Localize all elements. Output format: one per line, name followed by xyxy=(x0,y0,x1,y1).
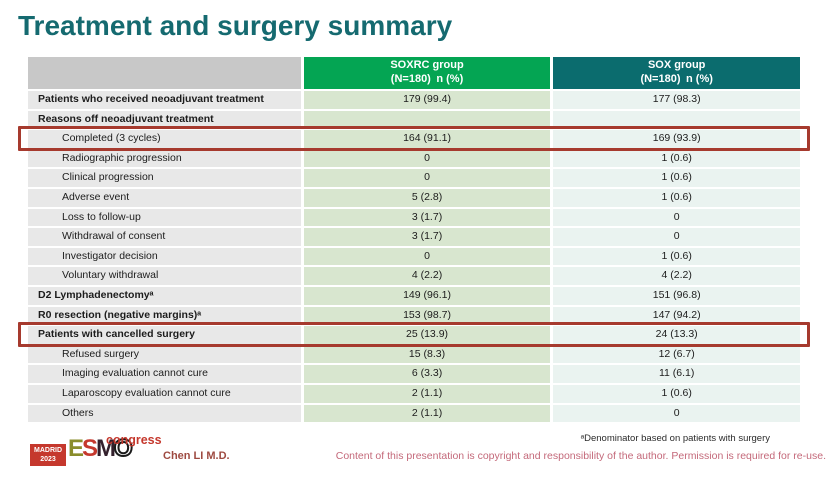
row-value-soxrc: 3 (1.7) xyxy=(303,208,551,227)
row-label: Others xyxy=(28,404,301,423)
row-value-soxrc: 153 (98.7) xyxy=(303,306,551,325)
row-value-sox: 151 (96.8) xyxy=(553,286,800,305)
row-value-soxrc xyxy=(303,110,551,129)
row-value-soxrc: 2 (1.1) xyxy=(303,384,551,403)
logo-year: 2023 xyxy=(40,455,56,463)
esmo-madrid-2023-badge: MADRID 2023 xyxy=(30,444,66,466)
row-label: Loss to follow-up xyxy=(28,208,301,227)
row-value-sox: 12 (6.7) xyxy=(553,345,800,364)
table-row: Voluntary withdrawal 4 (2.2) 4 (2.2) xyxy=(28,267,800,285)
row-label: Laparoscopy evaluation cannot cure xyxy=(28,384,301,403)
row-value-soxrc: 0 xyxy=(303,247,551,266)
esmo-wordmark: ESMO xyxy=(68,435,134,462)
row-value-sox: 0 xyxy=(553,208,800,227)
table-header-row: SOXRC group (N=180) n (%) SOX group (N=1… xyxy=(28,57,800,89)
table-row: Completed (3 cycles) 164 (91.1) 169 (93.… xyxy=(28,130,800,148)
row-value-soxrc: 164 (91.1) xyxy=(303,130,551,148)
table-row: Refused surgery 15 (8.3) 12 (6.7) xyxy=(28,345,800,364)
row-label: D2 Lymphadenectomyᵃ xyxy=(28,286,301,305)
row-value-sox xyxy=(553,110,800,129)
table-row: Loss to follow-up 3 (1.7) 0 xyxy=(28,208,800,227)
row-value-sox: 147 (94.2) xyxy=(553,306,800,325)
row-value-sox: 1 (0.6) xyxy=(553,384,800,403)
row-label: Voluntary withdrawal xyxy=(28,267,301,285)
row-value-soxrc: 5 (2.8) xyxy=(303,188,551,207)
row-value-sox: 1 (0.6) xyxy=(553,247,800,266)
row-value-soxrc: 15 (8.3) xyxy=(303,345,551,364)
row-value-sox: 24 (13.3) xyxy=(553,326,800,344)
row-label: R0 resection (negative margins)ᵃ xyxy=(28,306,301,325)
header-sox-name: SOX group xyxy=(647,59,706,72)
row-value-sox: 177 (98.3) xyxy=(553,91,800,109)
esmo-congress-label: congress xyxy=(106,433,162,447)
table-row: R0 resection (negative margins)ᵃ 153 (98… xyxy=(28,306,800,325)
table-row: Investigator decision 0 1 (0.6) xyxy=(28,247,800,266)
row-label: Clinical progression xyxy=(28,169,301,187)
row-label: Investigator decision xyxy=(28,247,301,266)
header-sox-sub: (N=180) n (%) xyxy=(640,73,713,85)
esmo-letter-e: E xyxy=(68,435,84,462)
table-row: Laparoscopy evaluation cannot cure 2 (1.… xyxy=(28,384,800,403)
table-row: Withdrawal of consent 3 (1.7) 0 xyxy=(28,228,800,246)
table-row: D2 Lymphadenectomyᵃ 149 (96.1) 151 (96.8… xyxy=(28,286,800,305)
row-value-soxrc: 0 xyxy=(303,149,551,168)
logo-city: MADRID xyxy=(34,447,62,454)
row-value-soxrc: 4 (2.2) xyxy=(303,267,551,285)
header-empty-cell xyxy=(28,57,301,89)
table-row: Adverse event 5 (2.8) 1 (0.6) xyxy=(28,188,800,207)
table-row: Patients with cancelled surgery 25 (13.9… xyxy=(28,326,800,344)
table-row: Reasons off neoadjuvant treatment xyxy=(28,110,800,129)
row-value-soxrc: 3 (1.7) xyxy=(303,228,551,246)
row-label: Patients with cancelled surgery xyxy=(28,326,301,344)
row-label: Withdrawal of consent xyxy=(28,228,301,246)
table-body: Patients who received neoadjuvant treatm… xyxy=(28,91,800,423)
row-value-soxrc: 2 (1.1) xyxy=(303,404,551,423)
table-row: Patients who received neoadjuvant treatm… xyxy=(28,91,800,109)
row-value-soxrc: 6 (3.3) xyxy=(303,365,551,383)
row-value-sox: 1 (0.6) xyxy=(553,149,800,168)
row-label: Imaging evaluation cannot cure xyxy=(28,365,301,383)
row-value-sox: 1 (0.6) xyxy=(553,169,800,187)
table-row: Others 2 (1.1) 0 xyxy=(28,404,800,423)
row-value-sox: 0 xyxy=(553,404,800,423)
table-footnote: ᵃDenominator based on patients with surg… xyxy=(580,433,770,444)
row-value-sox: 4 (2.2) xyxy=(553,267,800,285)
row-label: Adverse event xyxy=(28,188,301,207)
page-title: Treatment and surgery summary xyxy=(18,10,453,41)
esmo-congress-logo: MADRID 2023 ESMO congress xyxy=(30,433,162,474)
row-value-soxrc: 0 xyxy=(303,169,551,187)
row-value-sox: 11 (6.1) xyxy=(553,365,800,383)
row-value-sox: 169 (93.9) xyxy=(553,130,800,148)
table-row: Imaging evaluation cannot cure 6 (3.3) 1… xyxy=(28,365,800,383)
row-value-soxrc: 149 (96.1) xyxy=(303,286,551,305)
esmo-letter-s: S xyxy=(82,435,98,462)
table-row: Clinical progression 0 1 (0.6) xyxy=(28,169,800,187)
treatment-summary-table: SOXRC group (N=180) n (%) SOX group (N=1… xyxy=(25,55,803,424)
row-value-sox: 1 (0.6) xyxy=(553,188,800,207)
copyright-notice: Content of this presentation is copyrigh… xyxy=(335,450,826,462)
row-label: Completed (3 cycles) xyxy=(28,130,301,148)
esmo-letter-o: O xyxy=(113,435,134,462)
header-soxrc-name: SOXRC group xyxy=(390,59,464,72)
row-value-sox: 0 xyxy=(553,228,800,246)
row-value-soxrc: 25 (13.9) xyxy=(303,326,551,344)
esmo-letter-m: M xyxy=(96,435,116,462)
row-label: Refused surgery xyxy=(28,345,301,364)
table-row: Radiographic progression 0 1 (0.6) xyxy=(28,149,800,168)
header-sox-group: SOX group (N=180) n (%) xyxy=(553,57,800,89)
presenter-name: Chen LI M.D. xyxy=(163,450,230,462)
header-soxrc-sub: (N=180) n (%) xyxy=(390,73,464,85)
row-label: Patients who received neoadjuvant treatm… xyxy=(28,91,301,109)
row-label: Reasons off neoadjuvant treatment xyxy=(28,110,301,129)
header-soxrc-group: SOXRC group (N=180) n (%) xyxy=(303,57,551,89)
row-value-soxrc: 179 (99.4) xyxy=(303,91,551,109)
row-label: Radiographic progression xyxy=(28,149,301,168)
